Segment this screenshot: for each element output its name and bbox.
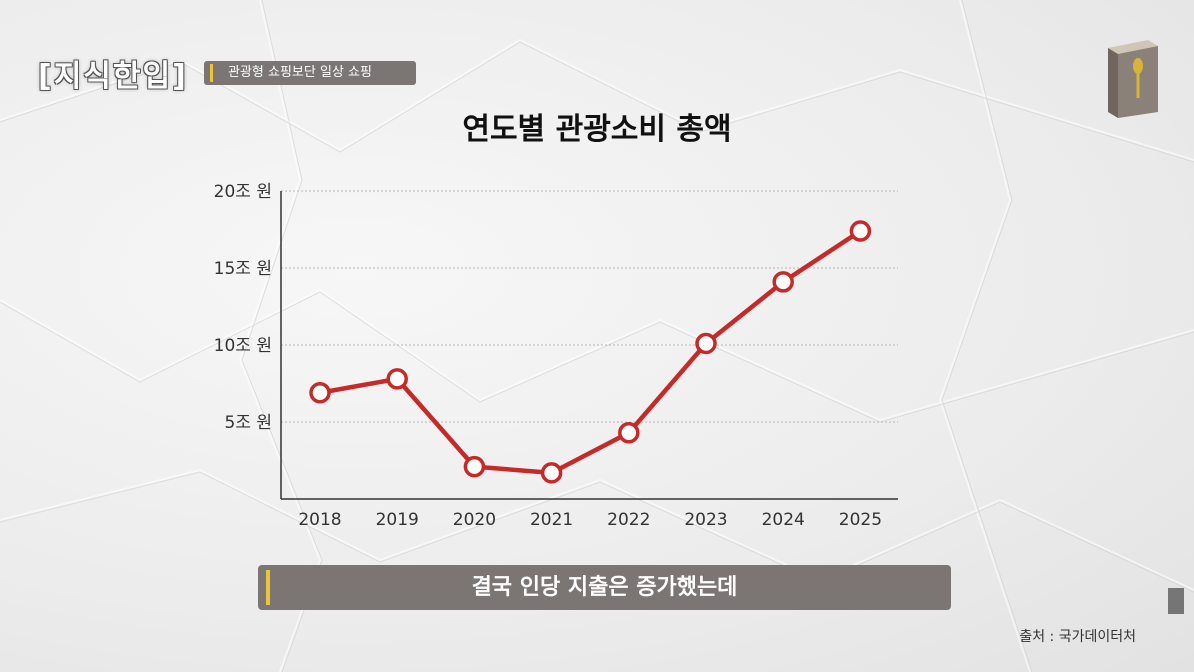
data-point: [772, 271, 794, 293]
x-tick-label: 2024: [762, 510, 805, 530]
channel-logo: [지식한입]: [38, 59, 188, 94]
x-tick-label: 2021: [530, 510, 573, 530]
x-tick-label: 2022: [607, 510, 650, 530]
data-point: [618, 422, 640, 444]
x-tick-label: 2023: [684, 510, 727, 530]
subtitle-caption: 결국 인당 지출은 증가했는데: [258, 565, 951, 610]
corner-watermark: [1168, 588, 1184, 614]
y-tick-label: 10조 원: [214, 336, 272, 356]
chart-title: 연도별 관광소비 총액: [462, 112, 732, 147]
data-point: [695, 332, 717, 355]
data-point: [849, 220, 872, 242]
x-tick-label: 2020: [453, 510, 496, 530]
y-tick-label: 5조 원: [225, 413, 273, 433]
x-tick-label: 2018: [298, 510, 341, 530]
x-tick-label: 2025: [839, 510, 882, 530]
x-tick-label: 2019: [376, 510, 419, 530]
source-note: 출처 : 국가데이터처: [1019, 629, 1136, 645]
y-tick-label: 20조 원: [214, 182, 272, 202]
data-point: [386, 368, 408, 390]
book-spoon-icon: [1108, 40, 1158, 118]
data-point: [540, 462, 563, 484]
topic-pill: 관광형 쇼핑보단 일상 쇼핑: [204, 61, 416, 85]
data-point: [463, 455, 486, 478]
series-line: [317, 228, 863, 476]
data-point: [309, 381, 331, 404]
y-tick-label: 15조 원: [214, 259, 272, 279]
